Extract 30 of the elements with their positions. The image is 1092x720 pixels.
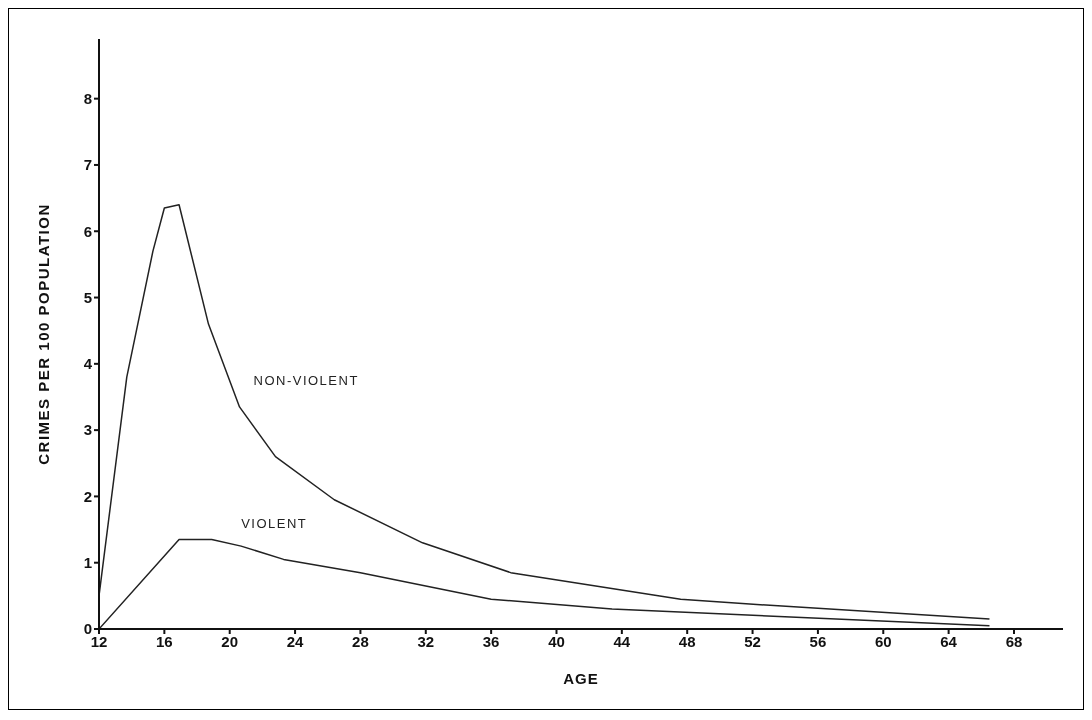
x-tick-label: 16 [156, 632, 173, 650]
y-tick-label: 6 [83, 222, 92, 240]
x-tick-label: 40 [548, 632, 565, 650]
series-label: NON-VIOLENT [253, 372, 359, 388]
y-axis-title: CRIMES PER 100 POPULATION [35, 203, 53, 465]
y-tick-label: 2 [83, 487, 92, 505]
x-tick-label: 28 [352, 632, 369, 650]
y-tick-label: 0 [83, 620, 92, 638]
x-tick-label: 44 [613, 632, 631, 650]
y-tick-label: 4 [83, 355, 93, 373]
x-tick-label: 52 [744, 632, 761, 650]
x-tick-label: 12 [90, 632, 108, 650]
x-tick-label: 60 [874, 632, 892, 650]
x-tick-label: 68 [1005, 632, 1023, 650]
x-axis-title: AGE [563, 670, 599, 687]
y-tick-label: 3 [83, 421, 92, 439]
x-tick-label: 56 [809, 632, 827, 650]
x-tick-label: 48 [678, 632, 696, 650]
x-tick-label: 64 [940, 632, 958, 650]
y-tick-label: 1 [83, 554, 92, 572]
x-tick-label: 20 [221, 632, 239, 650]
line-series [99, 538, 991, 629]
series-label: VIOLENT [241, 516, 308, 532]
x-tick-label: 32 [417, 632, 435, 650]
y-tick-label: 5 [83, 288, 92, 306]
line-series [99, 203, 991, 620]
x-tick-label: 24 [286, 632, 305, 650]
x-tick-label: 36 [482, 632, 500, 650]
y-tick-label: 7 [83, 156, 92, 174]
y-tick-label: 8 [83, 89, 92, 107]
